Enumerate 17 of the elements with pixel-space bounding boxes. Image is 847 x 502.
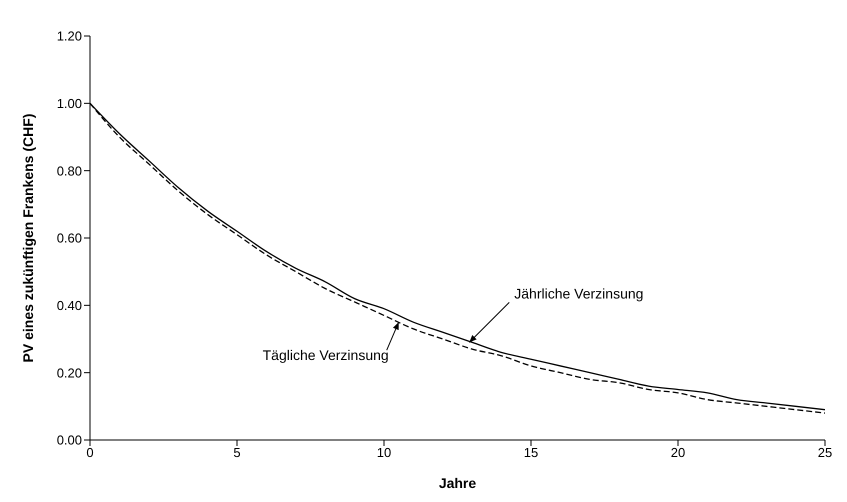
x-tick-label: 25 <box>818 445 832 460</box>
y-tick-label: 1.20 <box>56 28 82 44</box>
y-tick-label: 1.00 <box>56 96 82 111</box>
y-tick-label: 0.60 <box>56 230 82 246</box>
x-tick-label: 0 <box>86 445 94 460</box>
y-tick-label: 0.80 <box>56 163 82 178</box>
annotation: Tägliche Verzinsung <box>262 347 389 364</box>
y-tick-label: 0.00 <box>56 432 82 448</box>
x-tick-label: 5 <box>233 445 241 460</box>
y-tick-label: 0.20 <box>56 365 82 380</box>
x-tick-label: 15 <box>524 445 538 460</box>
x-tick-label: 20 <box>670 445 686 460</box>
y-tick-label: 0.40 <box>56 298 82 313</box>
x-tick-label: 10 <box>376 445 392 460</box>
y-axis-title: PV eines zukünftigen Frankens (CHF) <box>20 114 36 362</box>
x-axis-title: Jahre <box>438 475 476 491</box>
annotation: Jährliche Verzinsung <box>514 285 644 302</box>
